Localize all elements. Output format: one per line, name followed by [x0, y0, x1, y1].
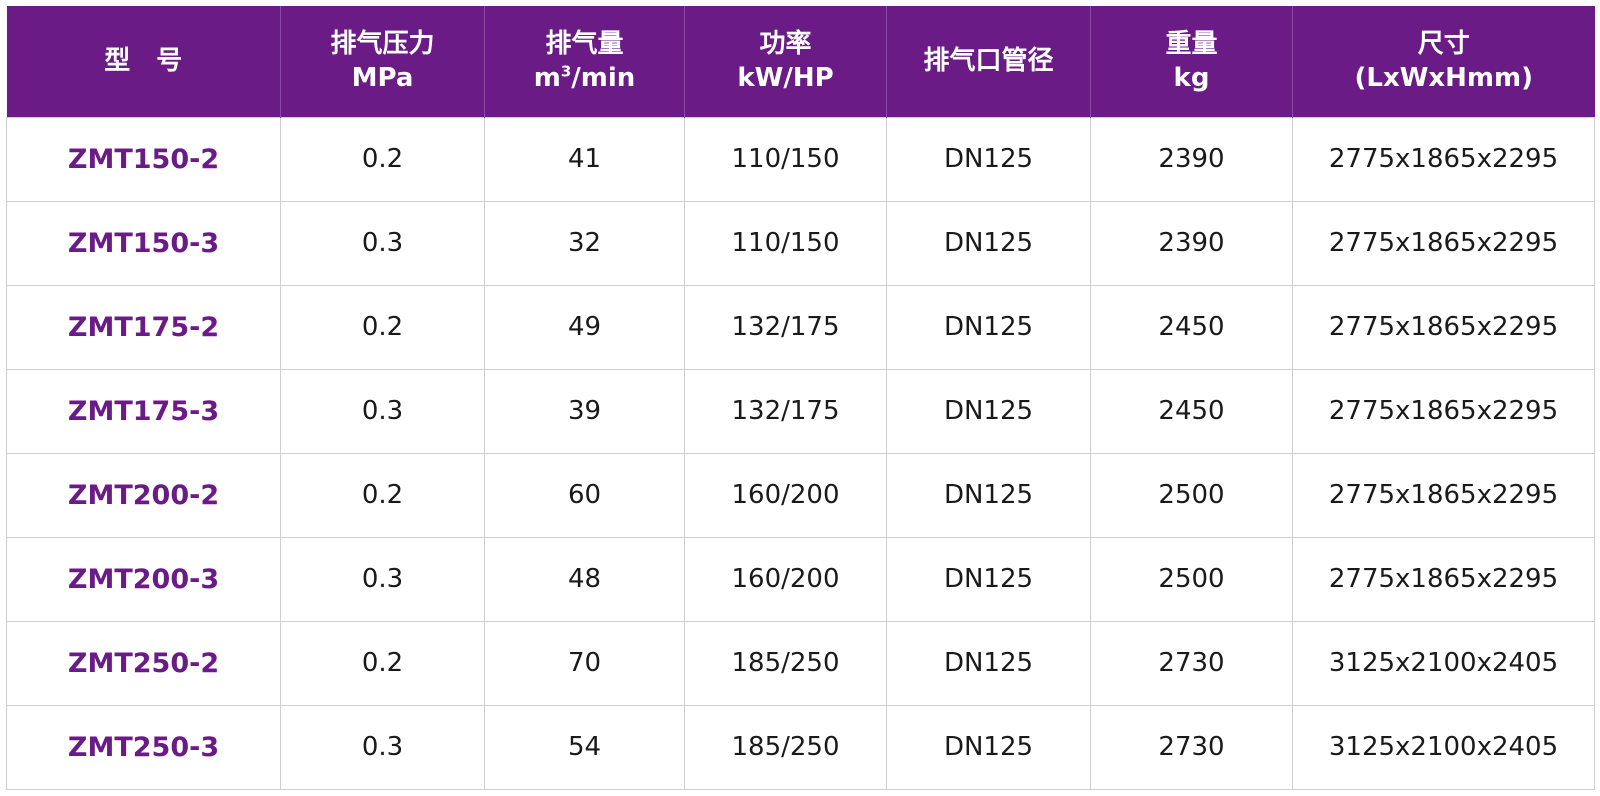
power-cell: 185/250: [684, 704, 887, 791]
header-flow: 排气量 m3/min: [484, 6, 685, 117]
model-cell: ZMT200-2: [6, 452, 281, 538]
weight-cell: 2390: [1090, 116, 1293, 202]
model-cell: ZMT250-2: [6, 620, 281, 706]
table-row: ZMT250-2 0.2 70 185/250 DN125 2730 3125x2100x2…: [6, 620, 1595, 706]
outlet-cell: DN125: [886, 704, 1091, 791]
flow-cell: 39: [484, 368, 685, 454]
weight-cell: 2500: [1090, 536, 1293, 622]
header-dimensions-unit: (LxWxHmm): [1354, 63, 1534, 94]
pressure-cell: 0.2: [280, 284, 485, 370]
power-cell: 160/200: [684, 452, 887, 538]
power-cell: 185/250: [684, 620, 887, 706]
pressure-cell: 0.3: [280, 536, 485, 622]
header-dimensions: 尺寸 (LxWxHmm): [1292, 6, 1595, 117]
weight-cell: 2730: [1090, 704, 1293, 791]
weight-cell: 2390: [1090, 200, 1293, 286]
pressure-cell: 0.2: [280, 116, 485, 202]
spec-table: 型 号 排气压力 MPa 排气量 m3/min 功率 kW/HP 排气口管径 重…: [6, 6, 1595, 791]
header-flow-unit: m3/min: [489, 61, 680, 95]
table-row: ZMT150-3 0.3 32 110/150 DN125 2390 2775x1865x2…: [6, 200, 1595, 286]
model-cell: ZMT150-2: [6, 116, 281, 202]
header-flow-unit-sup: 3: [560, 62, 572, 81]
flow-cell: 41: [484, 116, 685, 202]
dimensions-cell: 2775x1865x2295: [1292, 284, 1595, 370]
header-pressure-unit: MPa: [351, 63, 414, 94]
table-body: ZMT150-2 0.2 41 110/150 DN125 2390 2775x1865x2…: [6, 116, 1595, 791]
weight-cell: 2450: [1090, 284, 1293, 370]
dimensions-cell: 2775x1865x2295: [1292, 368, 1595, 454]
header-weight-unit: kg: [1173, 63, 1210, 94]
header-flow-unit-rest: /min: [571, 63, 636, 94]
outlet-cell: DN125: [886, 368, 1091, 454]
pressure-cell: 0.3: [280, 704, 485, 791]
power-cell: 132/175: [684, 284, 887, 370]
table-row: ZMT150-2 0.2 41 110/150 DN125 2390 2775x1865x2…: [6, 116, 1595, 202]
header-weight-label: 重量: [1165, 29, 1218, 60]
pressure-cell: 0.2: [280, 452, 485, 538]
outlet-cell: DN125: [886, 200, 1091, 286]
header-power-label: 功率: [759, 29, 812, 60]
table-header: 型 号 排气压力 MPa 排气量 m3/min 功率 kW/HP 排气口管径 重…: [6, 6, 1595, 117]
flow-cell: 48: [484, 536, 685, 622]
dimensions-cell: 3125x2100x2405: [1292, 620, 1595, 706]
header-dimensions-label: 尺寸: [1417, 29, 1470, 60]
power-cell: 132/175: [684, 368, 887, 454]
header-power: 功率 kW/HP: [684, 6, 887, 117]
weight-cell: 2500: [1090, 452, 1293, 538]
pressure-cell: 0.3: [280, 200, 485, 286]
outlet-cell: DN125: [886, 620, 1091, 706]
header-outlet-label: 排气口管径: [923, 46, 1054, 77]
flow-cell: 49: [484, 284, 685, 370]
model-cell: ZMT150-3: [6, 200, 281, 286]
dimensions-cell: 3125x2100x2405: [1292, 704, 1595, 791]
table-row: ZMT200-2 0.2 60 160/200 DN125 2500 2775x1865x2…: [6, 452, 1595, 538]
dimensions-cell: 2775x1865x2295: [1292, 536, 1595, 622]
flow-cell: 70: [484, 620, 685, 706]
outlet-cell: DN125: [886, 116, 1091, 202]
weight-cell: 2730: [1090, 620, 1293, 706]
header-flow-unit-base: m: [533, 63, 561, 94]
header-pressure-label: 排气压力: [330, 29, 435, 60]
flow-cell: 60: [484, 452, 685, 538]
table-row: ZMT175-3 0.3 39 132/175 DN125 2450 2775x1865x2…: [6, 368, 1595, 454]
outlet-cell: DN125: [886, 536, 1091, 622]
header-model-label: 型 号: [104, 46, 183, 77]
header-pressure: 排气压力 MPa: [280, 6, 485, 117]
header-row: 型 号 排气压力 MPa 排气量 m3/min 功率 kW/HP 排气口管径 重…: [6, 6, 1595, 117]
table-row: ZMT175-2 0.2 49 132/175 DN125 2450 2775x1865x2…: [6, 284, 1595, 370]
header-outlet: 排气口管径: [886, 6, 1091, 117]
model-cell: ZMT250-3: [6, 704, 281, 791]
dimensions-cell: 2775x1865x2295: [1292, 452, 1595, 538]
pressure-cell: 0.3: [280, 368, 485, 454]
dimensions-cell: 2775x1865x2295: [1292, 200, 1595, 286]
outlet-cell: DN125: [886, 452, 1091, 538]
power-cell: 110/150: [684, 200, 887, 286]
table-row: ZMT200-3 0.3 48 160/200 DN125 2500 2775x1865x2…: [6, 536, 1595, 622]
flow-cell: 54: [484, 704, 685, 791]
header-model: 型 号: [6, 6, 281, 117]
pressure-cell: 0.2: [280, 620, 485, 706]
header-flow-label: 排气量: [545, 29, 624, 60]
outlet-cell: DN125: [886, 284, 1091, 370]
power-cell: 160/200: [684, 536, 887, 622]
header-power-unit: kW/HP: [737, 63, 834, 94]
header-weight: 重量 kg: [1090, 6, 1293, 117]
model-cell: ZMT175-3: [6, 368, 281, 454]
model-cell: ZMT200-3: [6, 536, 281, 622]
table-row: ZMT250-3 0.3 54 185/250 DN125 2730 3125x2100x2…: [6, 704, 1595, 791]
model-cell: ZMT175-2: [6, 284, 281, 370]
weight-cell: 2450: [1090, 368, 1293, 454]
flow-cell: 32: [484, 200, 685, 286]
dimensions-cell: 2775x1865x2295: [1292, 116, 1595, 202]
power-cell: 110/150: [684, 116, 887, 202]
